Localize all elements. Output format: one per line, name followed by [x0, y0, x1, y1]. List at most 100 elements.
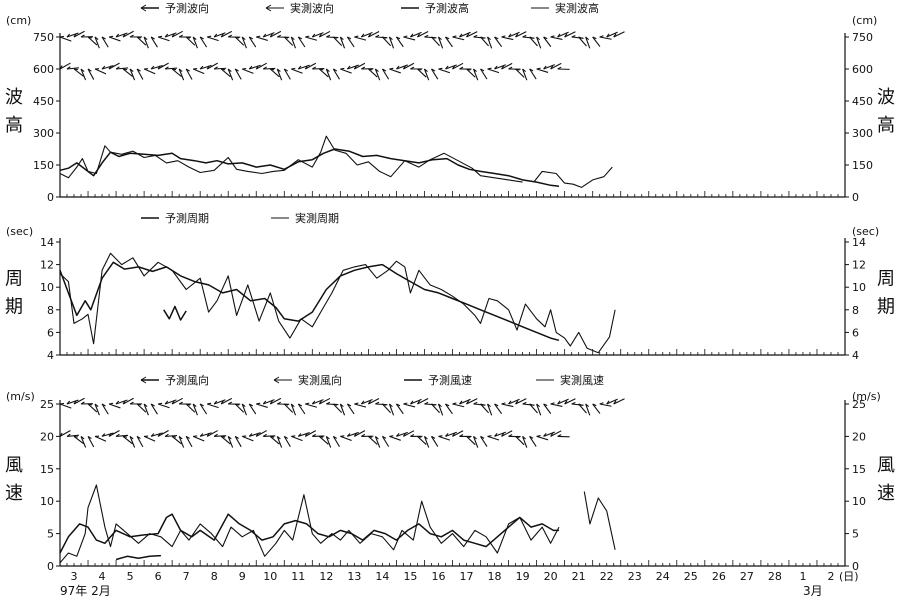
direction-arrow — [157, 430, 169, 437]
direction-arrow — [242, 435, 254, 442]
direction-arrow — [515, 68, 525, 78]
series-line-predicted — [59, 261, 560, 342]
direction-arrowhead — [66, 433, 71, 437]
direction-arrow — [318, 435, 329, 445]
y-tick-label: 8 — [47, 304, 54, 317]
direction-arrow — [248, 36, 257, 48]
unit-label: (cm) — [6, 14, 31, 27]
legend-entry: 実測風向 — [298, 373, 342, 387]
direction-arrow — [87, 436, 95, 448]
direction-arrow — [165, 434, 178, 437]
unit-label: (sec) — [6, 225, 33, 238]
direction-arrow — [529, 68, 537, 80]
direction-arrow — [255, 430, 268, 437]
direction-arrow — [459, 398, 471, 405]
direction-arrowhead — [382, 36, 387, 39]
x-tick-label: 13 — [347, 570, 361, 583]
direction-arrowhead — [304, 432, 308, 437]
direction-arrow — [192, 36, 198, 49]
direction-arrowhead — [122, 400, 126, 405]
direction-arrow — [487, 435, 500, 441]
direction-arrow — [242, 68, 254, 74]
direction-arrowhead — [508, 434, 513, 437]
direction-arrowhead — [592, 403, 597, 407]
direction-arrowhead — [284, 403, 289, 406]
y-tick-label: 25 — [40, 398, 54, 411]
direction-arrow — [305, 36, 318, 41]
direction-arrowhead — [290, 36, 295, 41]
direction-arrowhead — [101, 403, 106, 407]
direction-arrowhead — [361, 433, 366, 437]
direction-arrow — [276, 436, 283, 448]
direction-arrow — [522, 436, 528, 448]
direction-arrowhead — [585, 36, 590, 41]
direction-arrow — [66, 67, 80, 70]
direction-arrow — [164, 399, 177, 405]
direction-arrow — [214, 399, 226, 405]
direction-arrowhead — [501, 432, 505, 437]
y-tick-label-right: 10 — [852, 281, 866, 294]
direction-arrowhead — [129, 68, 134, 72]
direction-arrowhead — [291, 67, 296, 70]
direction-arrow — [185, 436, 193, 448]
direction-arrowhead — [543, 65, 547, 70]
direction-arrowhead — [536, 403, 540, 408]
direction-arrowhead — [59, 35, 65, 38]
direction-arrowhead — [557, 434, 562, 437]
legend-arrowhead — [273, 376, 280, 384]
direction-arrow — [354, 403, 367, 408]
direction-arrow — [613, 31, 625, 38]
direction-arrow — [248, 403, 257, 415]
x-tick-label: 17 — [460, 570, 474, 583]
direction-arrowhead — [333, 36, 338, 39]
direction-arrowhead — [276, 435, 281, 440]
direction-arrow — [66, 399, 79, 405]
direction-arrow — [165, 67, 178, 70]
direction-arrowhead — [515, 435, 520, 439]
direction-arrowhead — [248, 433, 253, 437]
direction-arrowhead — [157, 65, 161, 70]
x-tick-label: 18 — [488, 570, 502, 583]
x-tick-label: 27 — [740, 570, 754, 583]
direction-arrowhead — [550, 35, 555, 38]
direction-arrow — [368, 398, 380, 405]
direction-arrowhead — [466, 400, 470, 405]
direction-arrow — [550, 403, 563, 407]
direction-arrow — [297, 403, 306, 415]
direction-arrowhead — [438, 403, 442, 408]
direction-arrow — [564, 398, 576, 405]
direction-arrowhead — [164, 33, 169, 38]
direction-arrowhead — [255, 432, 259, 437]
y-axis-title-char: 高 — [5, 115, 23, 136]
direction-arrowhead — [501, 65, 505, 70]
direction-arrowhead — [445, 433, 449, 437]
direction-arrow — [116, 67, 129, 70]
direction-arrowhead — [417, 400, 421, 405]
direction-arrow — [276, 68, 283, 81]
direction-arrowhead — [339, 403, 344, 408]
direction-arrowhead — [410, 66, 415, 70]
direction-arrowhead — [186, 403, 191, 406]
y-axis-title-char-right: 波 — [877, 87, 895, 108]
direction-arrow — [437, 403, 444, 416]
direction-arrow — [395, 403, 404, 415]
direction-arrowhead — [171, 33, 175, 38]
unit-label-right: (cm) — [852, 14, 877, 27]
direction-arrowhead — [150, 403, 155, 407]
direction-arrowhead — [136, 68, 141, 72]
y-tick-label-right: 300 — [852, 127, 873, 140]
x-tick-label: 20 — [544, 570, 558, 583]
direction-arrowhead — [375, 68, 379, 73]
direction-arrow — [270, 397, 282, 405]
direction-arrowhead — [185, 68, 190, 72]
direction-arrowhead — [438, 67, 443, 70]
direction-arrowhead — [459, 434, 464, 437]
direction-arrowhead — [466, 33, 470, 38]
direction-arrowhead — [164, 66, 169, 70]
direction-arrowhead — [59, 402, 65, 405]
y-axis-title-char-right: 高 — [877, 115, 895, 136]
legend-entry: 予測周期 — [165, 211, 209, 225]
direction-arrow — [536, 435, 549, 441]
